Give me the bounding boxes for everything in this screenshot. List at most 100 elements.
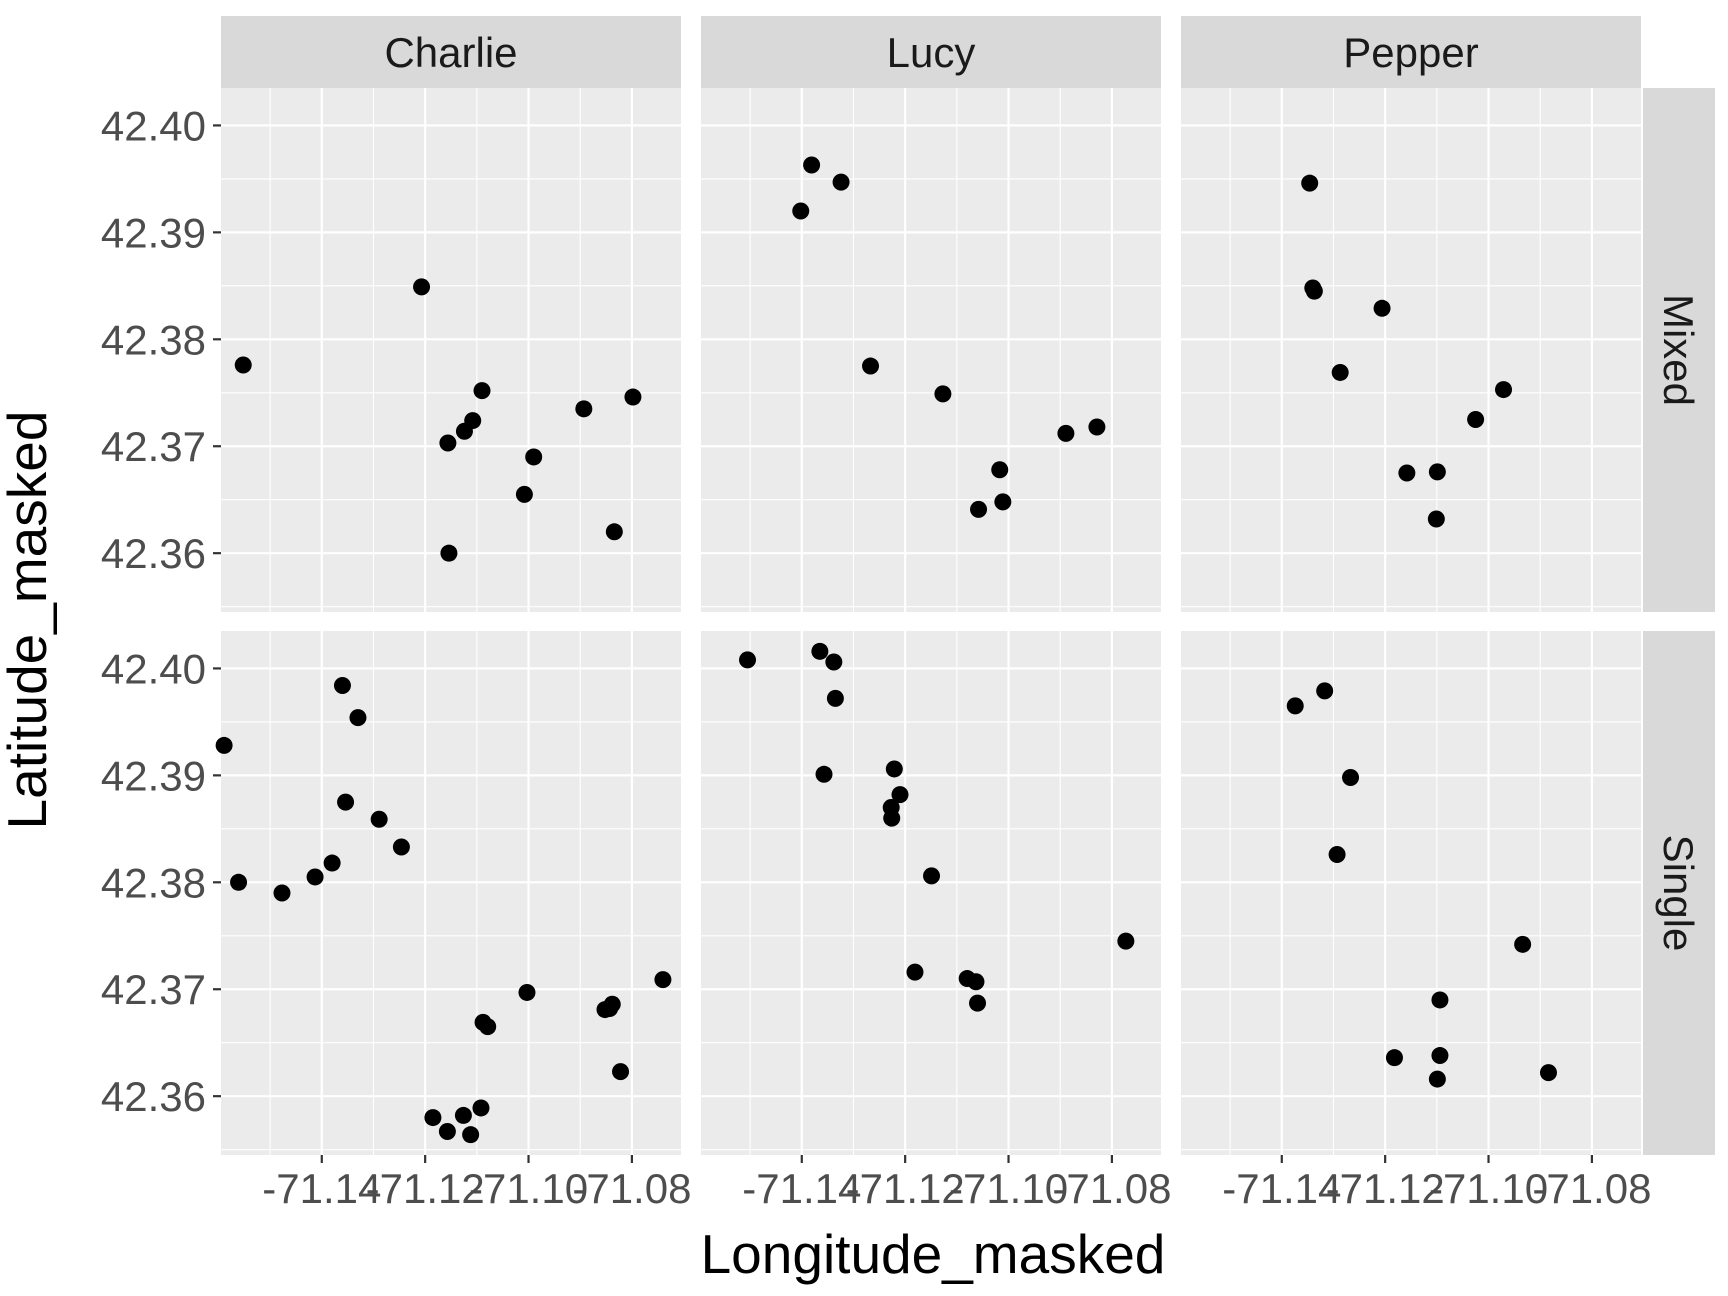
data-point: [1467, 411, 1485, 429]
data-point: [934, 385, 952, 403]
data-point: [891, 786, 909, 804]
data-point: [518, 983, 536, 1001]
panel-lucy-single: [701, 631, 1161, 1155]
data-point: [515, 485, 533, 503]
data-point: [1428, 1070, 1446, 1088]
data-point: [215, 736, 233, 754]
data-point: [1328, 846, 1346, 864]
data-point: [624, 388, 642, 406]
data-point: [473, 382, 491, 400]
data-point: [1427, 510, 1445, 528]
data-point: [1117, 932, 1135, 950]
x-tick-label: -71.10: [469, 1165, 588, 1212]
data-point: [575, 400, 593, 418]
data-point: [472, 1099, 490, 1117]
panel-background: [701, 88, 1161, 612]
x-axis: -71.14-71.12-71.10-71.08 -71.14-71.12-71.…: [262, 1155, 1651, 1212]
strip-label-lucy: Lucy: [887, 29, 976, 76]
y-tick-label: 42.38: [101, 316, 206, 363]
strip-label-pepper: Pepper: [1343, 29, 1478, 76]
data-point: [967, 973, 985, 991]
data-point: [1373, 299, 1391, 317]
facet-panels: [215, 88, 1641, 1155]
data-point: [1057, 424, 1075, 442]
data-point: [439, 434, 457, 452]
x-tick-label: -71.10: [1429, 1165, 1548, 1212]
data-point: [811, 642, 829, 660]
x-tick-label: -71.10: [949, 1165, 1068, 1212]
points-charlie-single: [215, 677, 672, 1144]
y-tick-label: 42.37: [101, 966, 206, 1013]
y-tick-label: 42.40: [101, 645, 206, 692]
data-point: [392, 838, 410, 856]
panel-charlie-mixed: [221, 88, 681, 612]
panel-background: [1181, 88, 1641, 612]
panel-pepper-single: [1181, 631, 1641, 1155]
data-point: [906, 963, 924, 981]
data-point: [885, 760, 903, 778]
points-pepper-single: [1286, 682, 1557, 1088]
data-point: [603, 995, 621, 1013]
data-point: [333, 677, 351, 695]
y-tick-label: 42.36: [101, 1073, 206, 1120]
data-point: [1305, 282, 1323, 300]
data-point: [1301, 174, 1319, 192]
data-point: [479, 1018, 497, 1036]
strip-charlie-background: [221, 16, 681, 88]
y-tick-label: 42.38: [101, 859, 206, 906]
data-point: [424, 1109, 442, 1127]
x-tick-label: -71.08: [1052, 1165, 1171, 1212]
data-point: [1385, 1049, 1403, 1067]
data-point: [438, 1122, 456, 1140]
data-point: [349, 709, 367, 727]
data-point: [230, 873, 248, 891]
data-point: [1431, 1047, 1449, 1065]
strip-single-background: [1643, 631, 1715, 1155]
data-point: [464, 412, 482, 430]
data-point: [454, 1106, 472, 1124]
data-point: [803, 156, 821, 174]
data-point: [1431, 991, 1449, 1009]
panel-lucy-mixed: [701, 88, 1161, 612]
data-point: [1428, 463, 1446, 481]
y-tick-label: 42.40: [101, 102, 206, 149]
data-point: [969, 994, 987, 1012]
data-point: [1398, 464, 1416, 482]
data-point: [370, 810, 388, 828]
data-point: [832, 173, 850, 191]
x-axis-title: Longitude_masked: [701, 1223, 1166, 1285]
points-lucy-mixed: [792, 156, 1106, 518]
panel-pepper-mixed: [1181, 88, 1641, 612]
strip-mixed-background: [1643, 88, 1715, 612]
points-lucy-single: [739, 642, 1135, 1012]
strip-lucy-background: [701, 16, 1161, 88]
points-pepper-mixed: [1301, 174, 1513, 528]
data-point: [323, 854, 341, 872]
y-tick-label: 42.39: [101, 752, 206, 799]
x-tick-label: -71.12: [1326, 1165, 1445, 1212]
strip-pepper-background: [1181, 16, 1641, 88]
data-point: [440, 544, 458, 562]
y-axis: 42.36 42.37 42.38 42.39 42.40 42.36 42.37 42.38…: [101, 102, 221, 1120]
data-point: [923, 867, 941, 885]
x-tick-label: -71.08: [572, 1165, 691, 1212]
x-tick-label: -71.14: [742, 1165, 861, 1212]
data-point: [994, 493, 1012, 511]
data-point: [337, 793, 355, 811]
strip-label-mixed: Mixed: [1655, 294, 1702, 406]
y-tick-label: 42.39: [101, 209, 206, 256]
data-point: [413, 278, 431, 296]
data-point: [1331, 363, 1349, 381]
data-point: [1088, 418, 1106, 436]
data-point: [1539, 1064, 1557, 1082]
x-tick-label: -71.12: [366, 1165, 485, 1212]
data-point: [462, 1126, 480, 1144]
strip-label-charlie: Charlie: [384, 29, 517, 76]
data-point: [612, 1063, 630, 1081]
data-point: [525, 448, 543, 466]
column-strips: Charlie Lucy Pepper: [221, 16, 1641, 88]
data-point: [654, 971, 672, 989]
x-tick-label: -71.08: [1532, 1165, 1651, 1212]
data-point: [862, 357, 880, 375]
y-tick-label: 42.37: [101, 423, 206, 470]
